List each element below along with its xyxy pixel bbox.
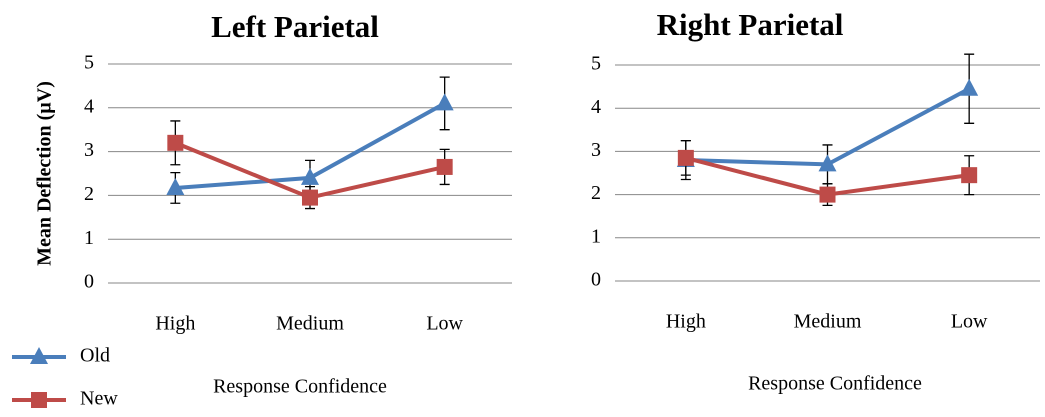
marker [301, 167, 319, 185]
x-tick-label: Low [951, 311, 988, 333]
y-tick-label: 3 [84, 139, 94, 161]
y-tick-label: 0 [84, 271, 94, 293]
x-axis-label: Response Confidence [748, 373, 922, 395]
marker [677, 149, 694, 166]
y-tick-label: 5 [591, 53, 601, 75]
x-tick-label: High [155, 313, 195, 335]
y-tick-label: 4 [591, 96, 601, 118]
x-tick-label: Medium [276, 313, 344, 335]
marker [818, 154, 837, 172]
marker [819, 186, 836, 203]
legend-label: Old [80, 345, 110, 367]
legend-label: New [80, 388, 118, 410]
y-tick-label: 5 [84, 52, 94, 74]
x-tick-label: High [666, 311, 706, 333]
marker [435, 93, 454, 111]
chart-title: Left Parietal [211, 9, 379, 44]
marker [167, 134, 184, 151]
y-tick-label: 1 [84, 227, 94, 249]
y-tick-label: 2 [591, 182, 601, 204]
marker [961, 167, 978, 184]
x-tick-label: Low [426, 313, 463, 335]
y-axis-label: Mean Deflection (µV) [34, 81, 56, 266]
marker [166, 177, 185, 195]
y-tick-label: 3 [591, 139, 601, 161]
x-axis-label: Response Confidence [213, 376, 387, 398]
y-tick-label: 0 [591, 269, 601, 291]
marker [31, 392, 47, 408]
chart-title: Right Parietal [657, 7, 844, 42]
x-tick-label: Medium [794, 311, 862, 333]
marker [302, 189, 318, 206]
marker [960, 78, 979, 96]
marker [436, 158, 453, 175]
y-tick-label: 4 [84, 95, 94, 117]
y-tick-label: 2 [84, 183, 94, 205]
marker [30, 347, 48, 364]
y-tick-label: 1 [591, 225, 601, 247]
